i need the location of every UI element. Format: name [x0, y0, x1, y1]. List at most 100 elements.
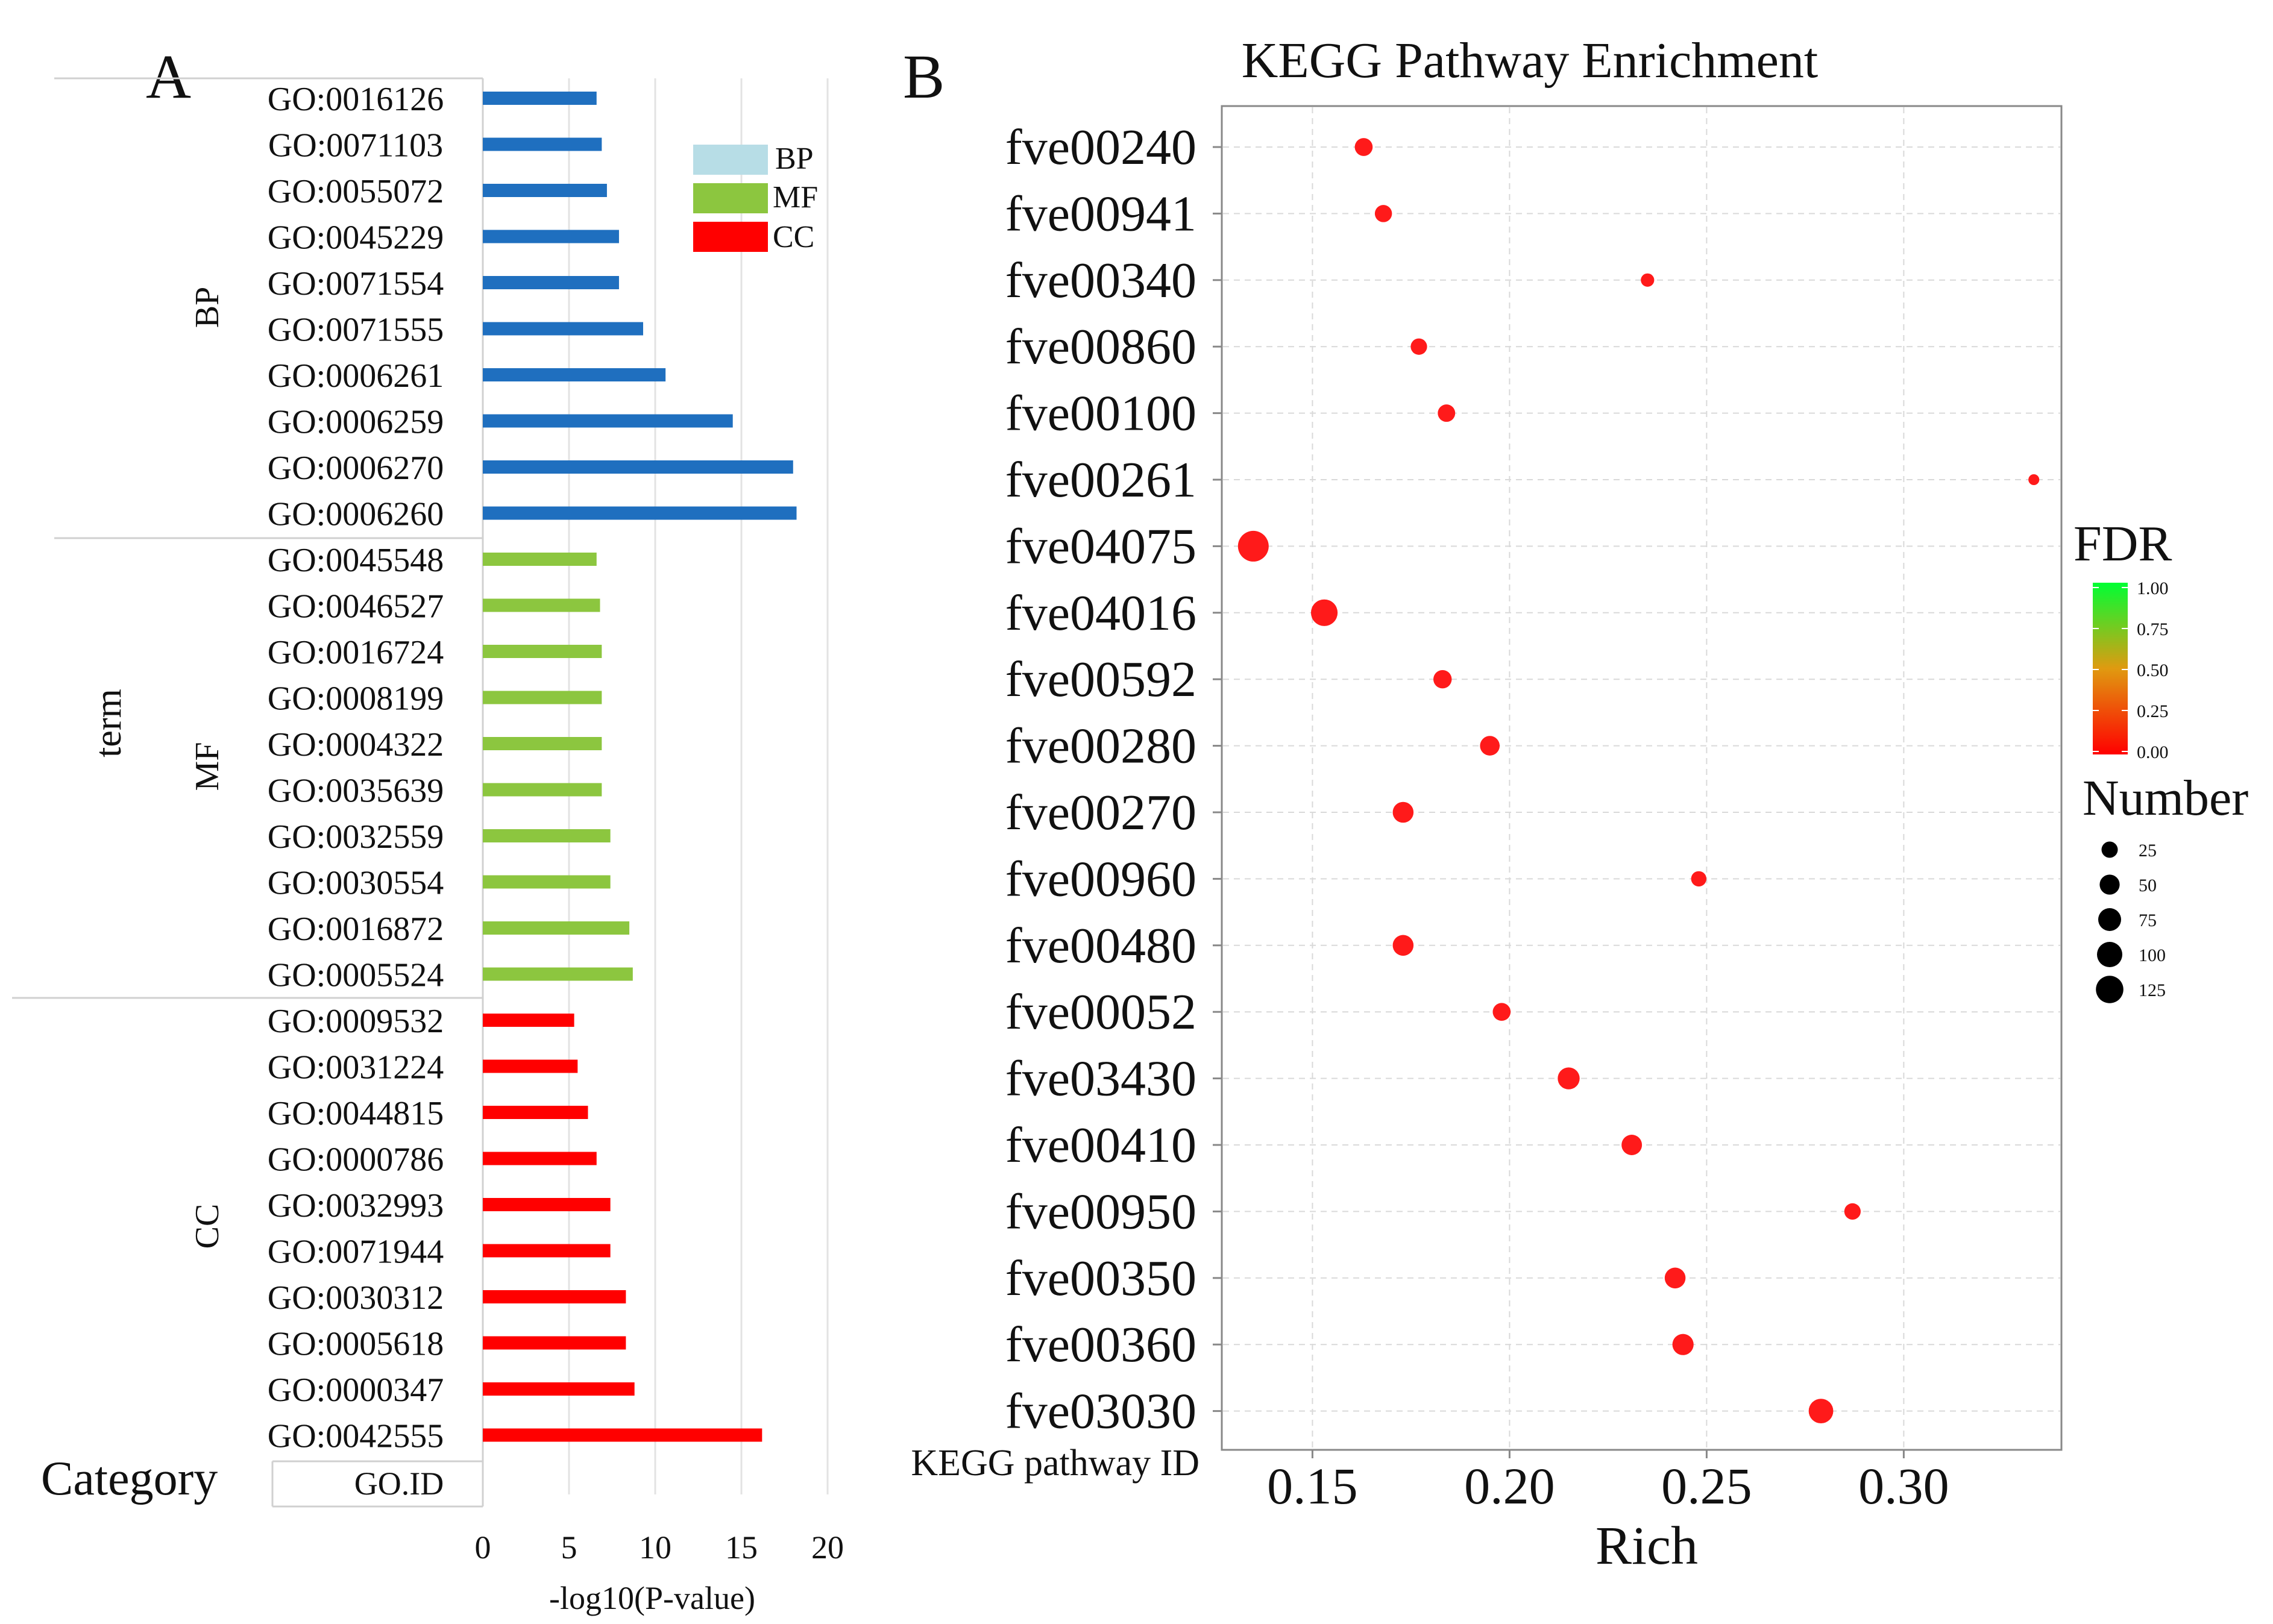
bar-GO-0071103: [483, 137, 602, 151]
bar-GO-0071554: [483, 276, 619, 289]
bar-GO-0031224: [483, 1059, 578, 1073]
pathway-label-fve00941: fve00941: [1005, 186, 1196, 242]
panel-a: A GO:0016126 GO:0071103 GO:0055072 GO:00452…: [12, 42, 844, 1616]
bar-GO-0032993: [483, 1198, 611, 1211]
x-axis-title-rich: Rich: [1596, 1516, 1698, 1576]
point-fve00592: [1433, 669, 1452, 689]
pathway-label-fve04075: fve04075: [1005, 518, 1196, 574]
panel-b-pathway-labels: fve00240 fve00941 fve00340 fve00860 fve00100…: [1005, 119, 1222, 1440]
fdr-tick-label-0.50: 0.50: [2137, 660, 2169, 680]
legend-swatch-cc: [693, 222, 768, 252]
term-label-GO-0008199: GO:0008199: [268, 680, 444, 718]
pathway-label-fve00960: fve00960: [1005, 851, 1196, 907]
fdr-legend-title: FDR: [2073, 516, 2172, 572]
fdr-legend: FDR 1.00 0.75 0.50 0.25 0.00: [2073, 516, 2172, 762]
pathway-label-fve03030: fve03030: [1005, 1384, 1196, 1440]
bar-GO-0045548: [483, 553, 597, 566]
x-tick-label-20: 20: [811, 1529, 844, 1566]
number-legend-items: 25 50 75 100 125: [2096, 841, 2166, 1003]
pathway-label-fve00261: fve00261: [1005, 452, 1196, 508]
pathway-label-fve00350: fve00350: [1005, 1250, 1196, 1306]
point-fve00360: [1672, 1334, 1694, 1355]
bar-GO-0005618: [483, 1336, 626, 1350]
y-axis-title-term: term: [88, 689, 129, 757]
term-label-GO-0005524: GO:0005524: [268, 957, 444, 994]
point-fve03430: [1558, 1067, 1580, 1089]
term-label-GO-0005618: GO:0005618: [268, 1326, 444, 1363]
term-label-GO-0042555: GO:0042555: [268, 1418, 444, 1455]
x-axis-title-pvalue: -log10(P-value): [549, 1580, 755, 1616]
point-fve00280: [1480, 736, 1500, 756]
term-label-GO-0009532: GO:0009532: [268, 1003, 444, 1040]
pathway-label-fve00280: fve00280: [1005, 718, 1196, 774]
point-fve00950: [1844, 1203, 1861, 1220]
bar-GO-0035639: [483, 783, 602, 797]
pathway-label-fve04016: fve04016: [1005, 585, 1196, 641]
pathway-label-fve00100: fve00100: [1005, 386, 1196, 442]
x-tick-label-0: 0: [475, 1529, 491, 1566]
term-label-GO-0016872: GO:0016872: [268, 911, 444, 948]
term-label-GO-0071555: GO:0071555: [268, 312, 444, 349]
term-label-GO-0006270: GO:0006270: [268, 450, 444, 487]
size-legend-dot-25: [2101, 841, 2118, 858]
bar-GO-0004322: [483, 737, 602, 750]
panel-a-gridlines: [568, 78, 829, 1494]
point-fve00960: [1691, 871, 1707, 887]
size-legend-label-50: 50: [2139, 876, 2157, 895]
term-label-GO-0044815: GO:0044815: [268, 1095, 444, 1132]
term-label-GO-0000786: GO:0000786: [268, 1141, 444, 1179]
x-tick-label-15: 15: [725, 1529, 758, 1566]
panel-b-x-ticks: 0.15 0.20 0.25 0.30: [1267, 1450, 1949, 1515]
pathway-label-fve00240: fve00240: [1005, 119, 1196, 175]
size-legend-dot-100: [2097, 942, 2122, 967]
legend-label-bp: BP: [775, 142, 814, 176]
term-label-GO-0016126: GO:0016126: [268, 81, 444, 118]
y-axis-title-kegg: KEGG pathway ID: [911, 1443, 1199, 1484]
term-label-GO-0006260: GO:0006260: [268, 496, 444, 533]
fdr-tick-label-1.00: 1.00: [2137, 578, 2169, 598]
fdr-tick-label-0.25: 0.25: [2137, 701, 2169, 721]
panel-a-bars: [483, 92, 797, 1442]
pathway-label-fve00270: fve00270: [1005, 785, 1196, 841]
bar-GO-0006259: [483, 414, 733, 428]
point-fve00410: [1621, 1135, 1643, 1155]
point-fve04075: [1237, 530, 1269, 562]
bar-GO-0045229: [483, 230, 619, 243]
panel-b-label: B: [903, 42, 945, 111]
bar-GO-0000347: [483, 1382, 635, 1396]
bar-GO-0016872: [483, 921, 630, 935]
point-fve00350: [1664, 1267, 1686, 1289]
bar-GO-0006261: [483, 368, 666, 381]
size-legend-dot-50: [2099, 874, 2120, 895]
panel-a-x-ticks: 0 5 10 15 20: [475, 1529, 844, 1566]
size-legend-label-125: 125: [2139, 980, 2166, 1000]
point-fve00240: [1354, 138, 1373, 156]
panel-a-legend: BP MF CC: [693, 142, 818, 254]
term-label-GO-0032993: GO:0032993: [268, 1187, 444, 1224]
bar-GO-0071944: [483, 1244, 611, 1258]
size-legend-label-75: 75: [2139, 911, 2157, 930]
go-id-header: GO.ID: [354, 1466, 444, 1502]
number-legend: Number 25 50 75 100 125: [2083, 770, 2248, 1003]
point-fve03030: [1808, 1399, 1834, 1424]
point-fve04016: [1310, 599, 1338, 626]
term-label-GO-0006259: GO:0006259: [268, 404, 444, 441]
term-label-GO-0030554: GO:0030554: [268, 865, 444, 902]
panel-b-title: KEGG Pathway Enrichment: [1242, 33, 1818, 89]
term-label-GO-0071103: GO:0071103: [268, 127, 443, 165]
term-label-GO-0071944: GO:0071944: [268, 1234, 444, 1271]
panel-b-gridlines: [1223, 107, 2060, 1449]
point-fve00270: [1392, 801, 1414, 823]
bar-GO-0016724: [483, 645, 602, 658]
panel-a-label: A: [146, 42, 191, 111]
pathway-label-fve00950: fve00950: [1005, 1184, 1196, 1240]
group-label-mf: MF: [189, 742, 226, 791]
point-fve00860: [1410, 338, 1427, 355]
bar-GO-0016126: [483, 92, 597, 105]
term-label-GO-0000347: GO:0000347: [268, 1372, 444, 1409]
panel-b-points: [1237, 138, 2040, 1424]
size-legend-dot-75: [2098, 908, 2121, 931]
term-label-GO-0055072: GO:0055072: [268, 173, 444, 210]
legend-swatch-mf: [693, 183, 768, 213]
